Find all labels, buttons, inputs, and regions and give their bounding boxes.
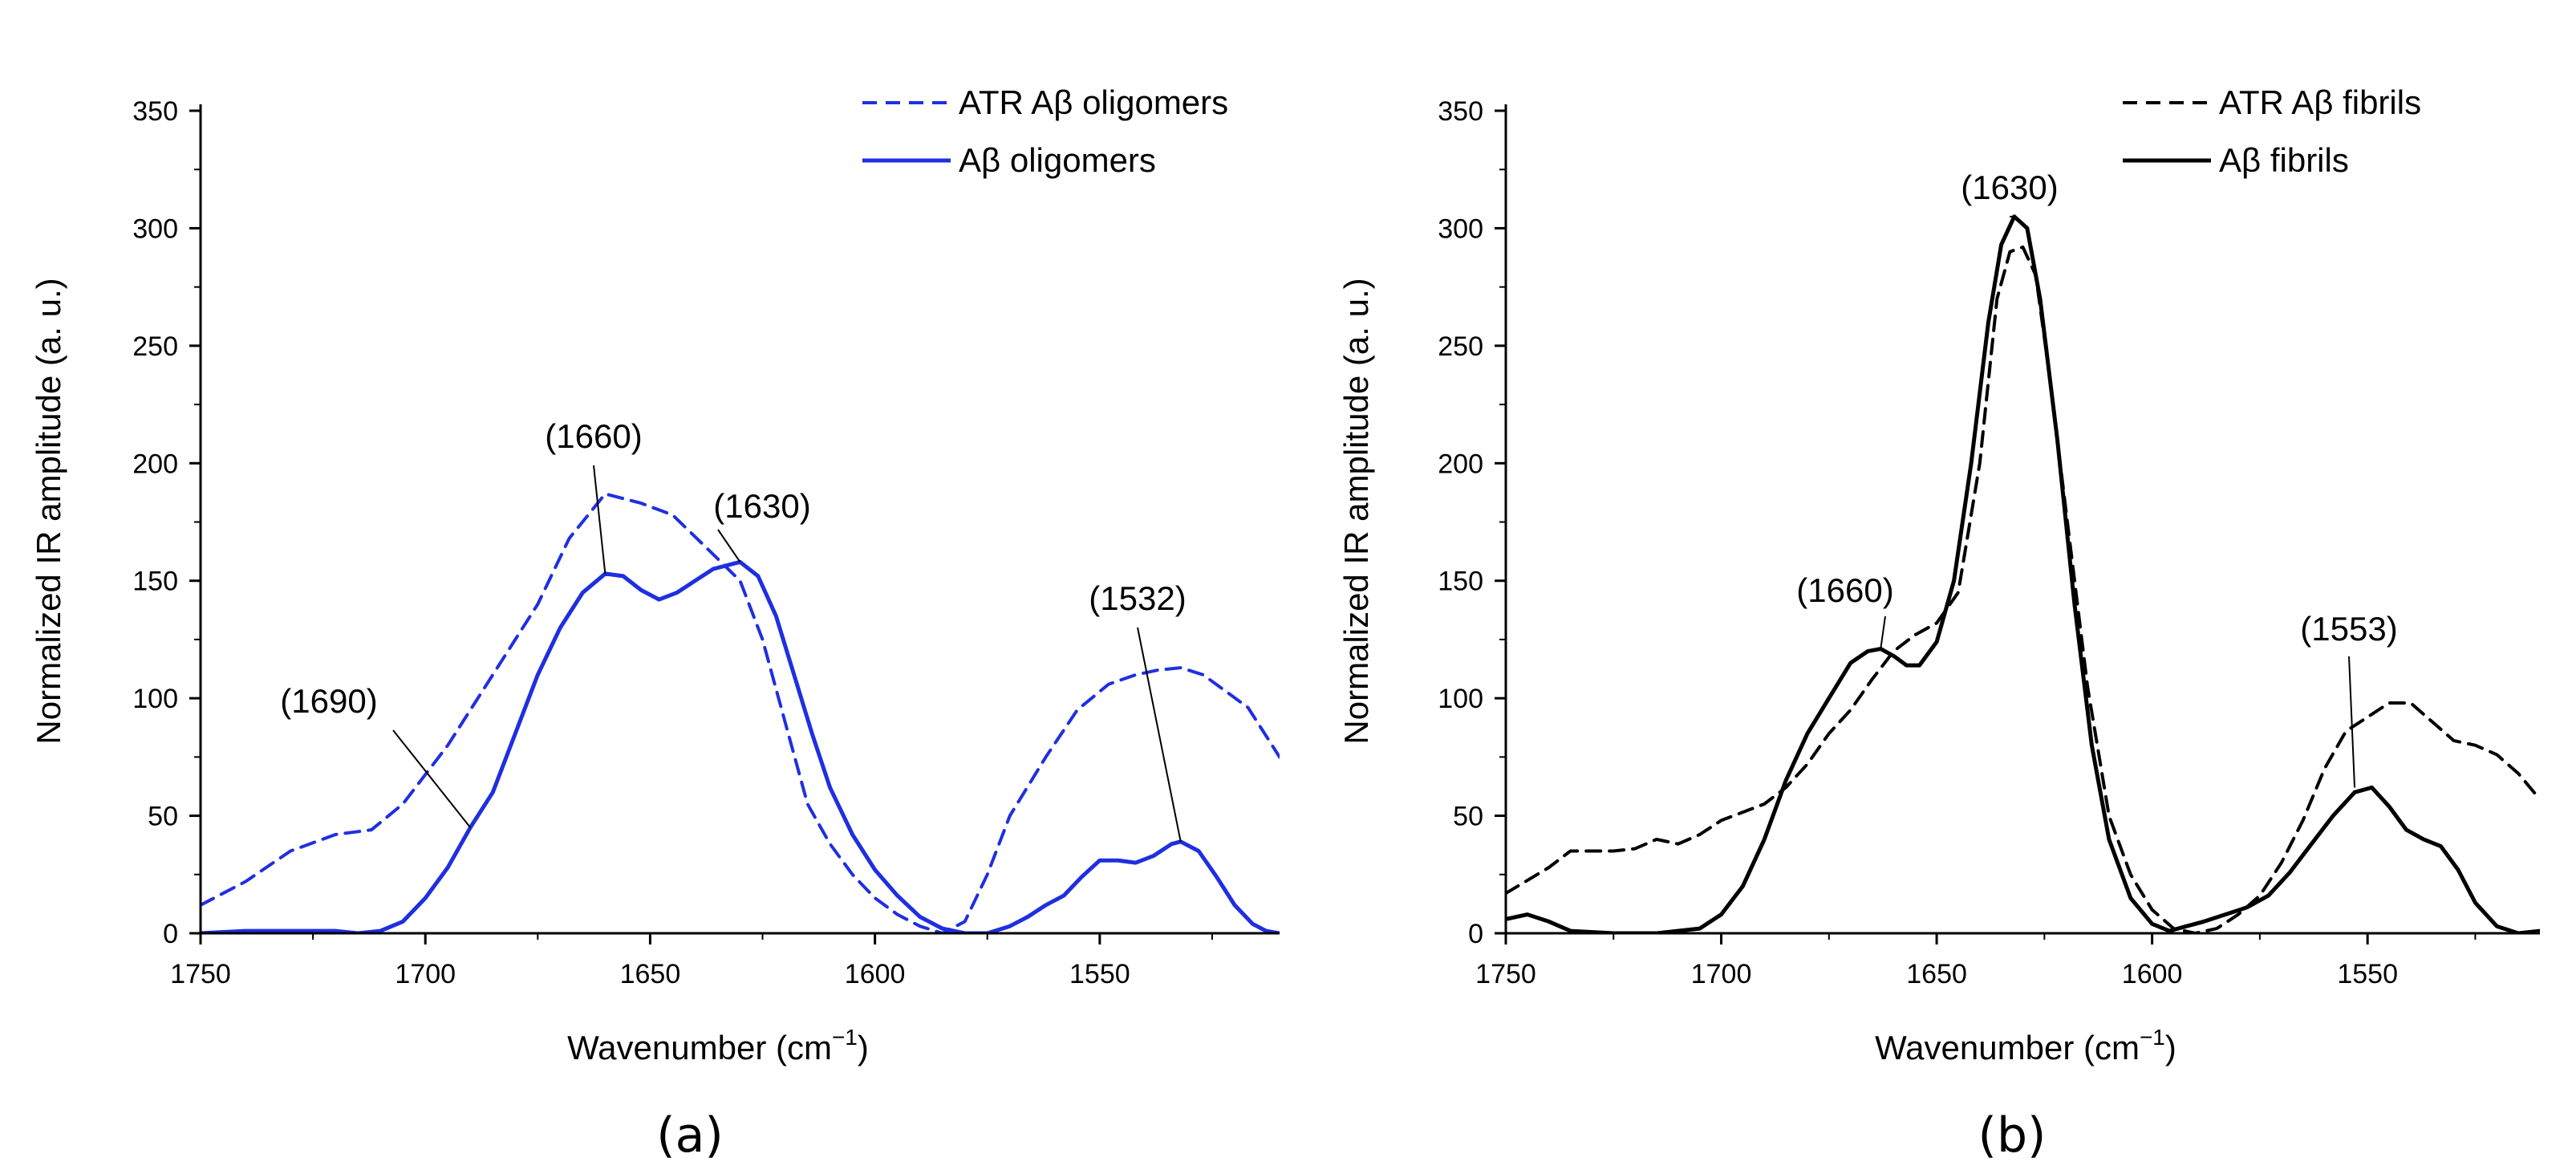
y-tick-label: 100: [132, 684, 178, 714]
panel-a-y-axis-title: Normalized IR amplitude (a. u.): [30, 278, 67, 744]
series-line-atr-aβ-oligomers: [201, 492, 1280, 933]
panel-a-x-axis-title: Wavenumber (cm−1): [567, 1025, 869, 1066]
y-tick-label: 200: [132, 449, 178, 479]
y-tick-label: 150: [1438, 567, 1483, 597]
y-tick-label: 150: [132, 567, 178, 597]
x-tick-label: 1700: [1691, 959, 1752, 989]
annotation-label: (1630): [1961, 169, 2058, 206]
x-tick-label: 1650: [620, 959, 681, 989]
series-line-atr-aβ-fibrils: [1506, 245, 2540, 933]
panel-a-label: (a): [656, 1107, 724, 1164]
y-tick-label: 250: [132, 331, 178, 362]
x-tick-label: 1700: [395, 959, 456, 989]
annotation-leader-line: [392, 729, 472, 828]
panel-b-annotations: (1630) (1660) (1553): [1796, 169, 2398, 788]
y-tick-label: 300: [1438, 213, 1483, 244]
panel-b-y-axis-title: Normalized IR amplitude (a. u.): [1337, 278, 1375, 744]
legend-label: ATR Aβ oligomers: [959, 83, 1228, 121]
y-tick-label: 0: [163, 919, 178, 949]
annotation-leader-line: [2348, 656, 2356, 788]
legend-label: Aβ oligomers: [959, 141, 1156, 179]
panel-a-annotations: (1660) (1630) (1690) (1532): [280, 417, 1187, 842]
y-tick-label: 350: [1438, 96, 1483, 127]
annotation-leader-line: [717, 529, 741, 563]
annotation-label: (1660): [545, 417, 642, 455]
y-tick-label: 100: [1438, 684, 1483, 714]
annotation-label: (1690): [280, 682, 377, 720]
y-tick-label: 0: [1468, 919, 1483, 949]
panel-b-label: (b): [1978, 1107, 2047, 1164]
panel-a: 0 50 100 150 200 250 300 350 1750 1700 1650 1600 155…: [30, 83, 1280, 1164]
x-tick-label: 1600: [845, 959, 906, 989]
panel-b-legend: ATR Aβ fibrils Aβ fibrils: [2123, 83, 2421, 179]
legend-label: Aβ fibrils: [2219, 141, 2349, 179]
x-tick-label: 1750: [170, 959, 231, 989]
x-tick-label: 1750: [1475, 959, 1536, 989]
panel-a-legend: ATR Aβ oligomers Aβ oligomers: [862, 83, 1228, 179]
annotation-leader-line: [1880, 615, 1886, 649]
x-tick-label: 1550: [2337, 959, 2398, 989]
y-tick-label: 200: [1438, 449, 1483, 479]
legend-label: ATR Aβ fibrils: [2219, 83, 2421, 121]
annotation-leader-line: [593, 465, 606, 575]
panel-b-axes: 0 50 100 150 200 250 300 350 1750 1700 1650 1600 155…: [1438, 96, 2540, 989]
y-tick-label: 300: [132, 213, 178, 244]
series-line-aβ-fibrils: [1506, 214, 2540, 933]
y-tick-label: 350: [132, 96, 178, 127]
panel-b-series: [1506, 214, 2540, 933]
x-tick-label: 1600: [2122, 959, 2183, 989]
series-line-aβ-oligomers: [201, 559, 1280, 933]
panel-b: 0 50 100 150 200 250 300 350 1750 1700 1650 1600 155…: [1337, 83, 2540, 1164]
x-tick-label: 1550: [1069, 959, 1130, 989]
annotation-label: (1630): [713, 487, 810, 525]
panel-a-axes: 0 50 100 150 200 250 300 350 1750 1700 1650 1600 155…: [132, 96, 1280, 989]
panel-a-series: [201, 492, 1280, 933]
panel-b-x-axis-title: Wavenumber (cm−1): [1875, 1025, 2176, 1066]
annotation-label: (1553): [2300, 610, 2397, 648]
annotation-label: (1532): [1089, 579, 1186, 617]
y-tick-label: 50: [1453, 802, 1483, 832]
annotation-label: (1660): [1796, 571, 1893, 609]
annotation-leader-line: [1137, 627, 1182, 842]
x-tick-label: 1650: [1906, 959, 1967, 989]
y-tick-label: 50: [148, 802, 178, 832]
y-tick-label: 250: [1438, 331, 1483, 362]
